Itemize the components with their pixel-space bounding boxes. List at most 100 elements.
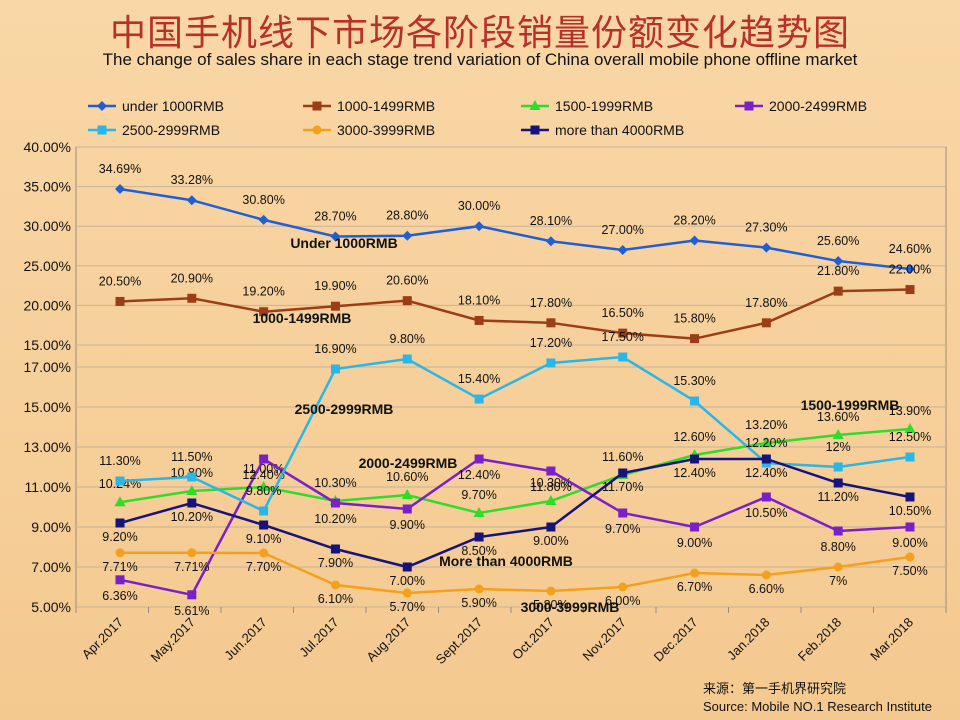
data-point [761, 454, 771, 464]
data-label: 20.60% [386, 274, 428, 288]
data-label: 11.50% [171, 450, 212, 464]
data-point [832, 429, 844, 439]
data-point [115, 575, 125, 585]
data-point [904, 423, 916, 433]
data-label: 13.20% [745, 418, 787, 432]
data-point [330, 544, 340, 554]
chart-title-en: The change of sales share in each stage … [102, 50, 858, 69]
legend-label: 1500-1999RMB [555, 98, 653, 114]
data-label: 10.60% [386, 470, 428, 484]
data-label: 12.40% [242, 468, 284, 482]
data-point [259, 307, 269, 317]
data-label: 9.80% [390, 332, 425, 346]
data-point [474, 394, 484, 404]
data-point [402, 296, 412, 306]
data-point [330, 301, 340, 311]
data-label: 12.40% [458, 468, 500, 482]
data-label: 12.40% [745, 466, 787, 480]
data-label: 12.50% [889, 430, 931, 444]
legend-marker [312, 125, 322, 135]
data-point [258, 481, 270, 491]
x-tick-label: Apr.2017 [79, 615, 126, 662]
data-point [402, 354, 412, 364]
data-point [546, 358, 556, 368]
y-tick-label: 30.00% [24, 218, 71, 234]
data-label: 24.60% [889, 242, 931, 256]
data-label: 18.10% [458, 293, 500, 307]
data-point [905, 452, 915, 462]
legend-label: 2500-2999RMB [122, 122, 220, 138]
data-label: 9.70% [461, 488, 496, 502]
x-tick-label: Aug.2017 [363, 615, 413, 665]
source-line-en: Source: Mobile NO.1 Research Institute [702, 699, 932, 714]
y-tick-label: 17.00% [24, 359, 71, 375]
data-point [546, 522, 556, 532]
data-label: 28.20% [673, 213, 715, 227]
x-tick-label: Feb.2018 [795, 615, 844, 664]
data-label: 30.00% [458, 199, 500, 213]
data-point [330, 231, 341, 242]
data-point [618, 328, 628, 338]
data-label: 12.60% [673, 430, 715, 444]
data-point [187, 590, 197, 600]
data-label: 8.50% [461, 544, 496, 558]
data-label: 9.80% [246, 484, 281, 498]
data-point [401, 489, 413, 499]
data-label: 5.70% [390, 600, 425, 614]
data-point [761, 570, 771, 580]
data-point [115, 476, 125, 486]
data-label: 6.10% [318, 592, 353, 606]
data-label: 15.40% [458, 372, 500, 386]
data-point [474, 221, 485, 232]
data-point [905, 285, 915, 295]
data-label: 22.00% [889, 263, 931, 277]
y-tick-label: 25.00% [24, 258, 71, 274]
data-label: 5.61% [174, 604, 209, 618]
data-label: 12.20% [745, 436, 787, 450]
data-point [187, 472, 197, 482]
series-annotation: 3000-3999RMB [521, 599, 620, 615]
y-tick-label: 5.00% [31, 599, 71, 615]
data-label: 19.90% [314, 279, 356, 293]
data-label: 17.20% [530, 336, 572, 350]
series-line-7 [119, 457, 911, 569]
data-point [618, 582, 628, 592]
data-point [187, 498, 197, 508]
data-label: 9.90% [390, 518, 425, 532]
data-label: 19.20% [242, 285, 284, 299]
data-label: 6.00% [605, 594, 640, 608]
data-point [690, 568, 700, 578]
data-point [833, 478, 843, 488]
legend-marker [97, 125, 107, 135]
data-label: 9.70% [605, 522, 640, 536]
data-point [474, 532, 484, 542]
data-point [761, 492, 771, 502]
data-point [905, 492, 915, 502]
data-label: 20.90% [171, 271, 213, 285]
data-label: 28.70% [314, 209, 356, 223]
x-tick-label: Sept.2017 [433, 615, 486, 668]
data-label: 10.20% [314, 512, 356, 526]
data-point [546, 586, 556, 596]
data-label: 7.71% [174, 560, 209, 574]
data-label: 17.80% [745, 296, 787, 310]
data-label: 11.80% [530, 480, 571, 494]
data-point [617, 244, 628, 255]
data-point [259, 506, 269, 516]
legend-marker [312, 101, 322, 111]
x-tick-label: May.2017 [148, 615, 198, 665]
data-label: 7.50% [892, 564, 927, 578]
x-tick-label: Jul.2017 [296, 615, 341, 660]
data-point [761, 318, 771, 328]
data-label: 6.36% [102, 589, 137, 603]
data-label: 33.28% [171, 173, 213, 187]
data-label: 7.00% [390, 574, 425, 588]
data-point [402, 588, 412, 598]
data-point [330, 364, 340, 374]
data-label: 9.10% [246, 532, 281, 546]
data-label: 16.50% [602, 306, 644, 320]
data-label: 10.50% [745, 506, 787, 520]
data-point [833, 462, 843, 472]
